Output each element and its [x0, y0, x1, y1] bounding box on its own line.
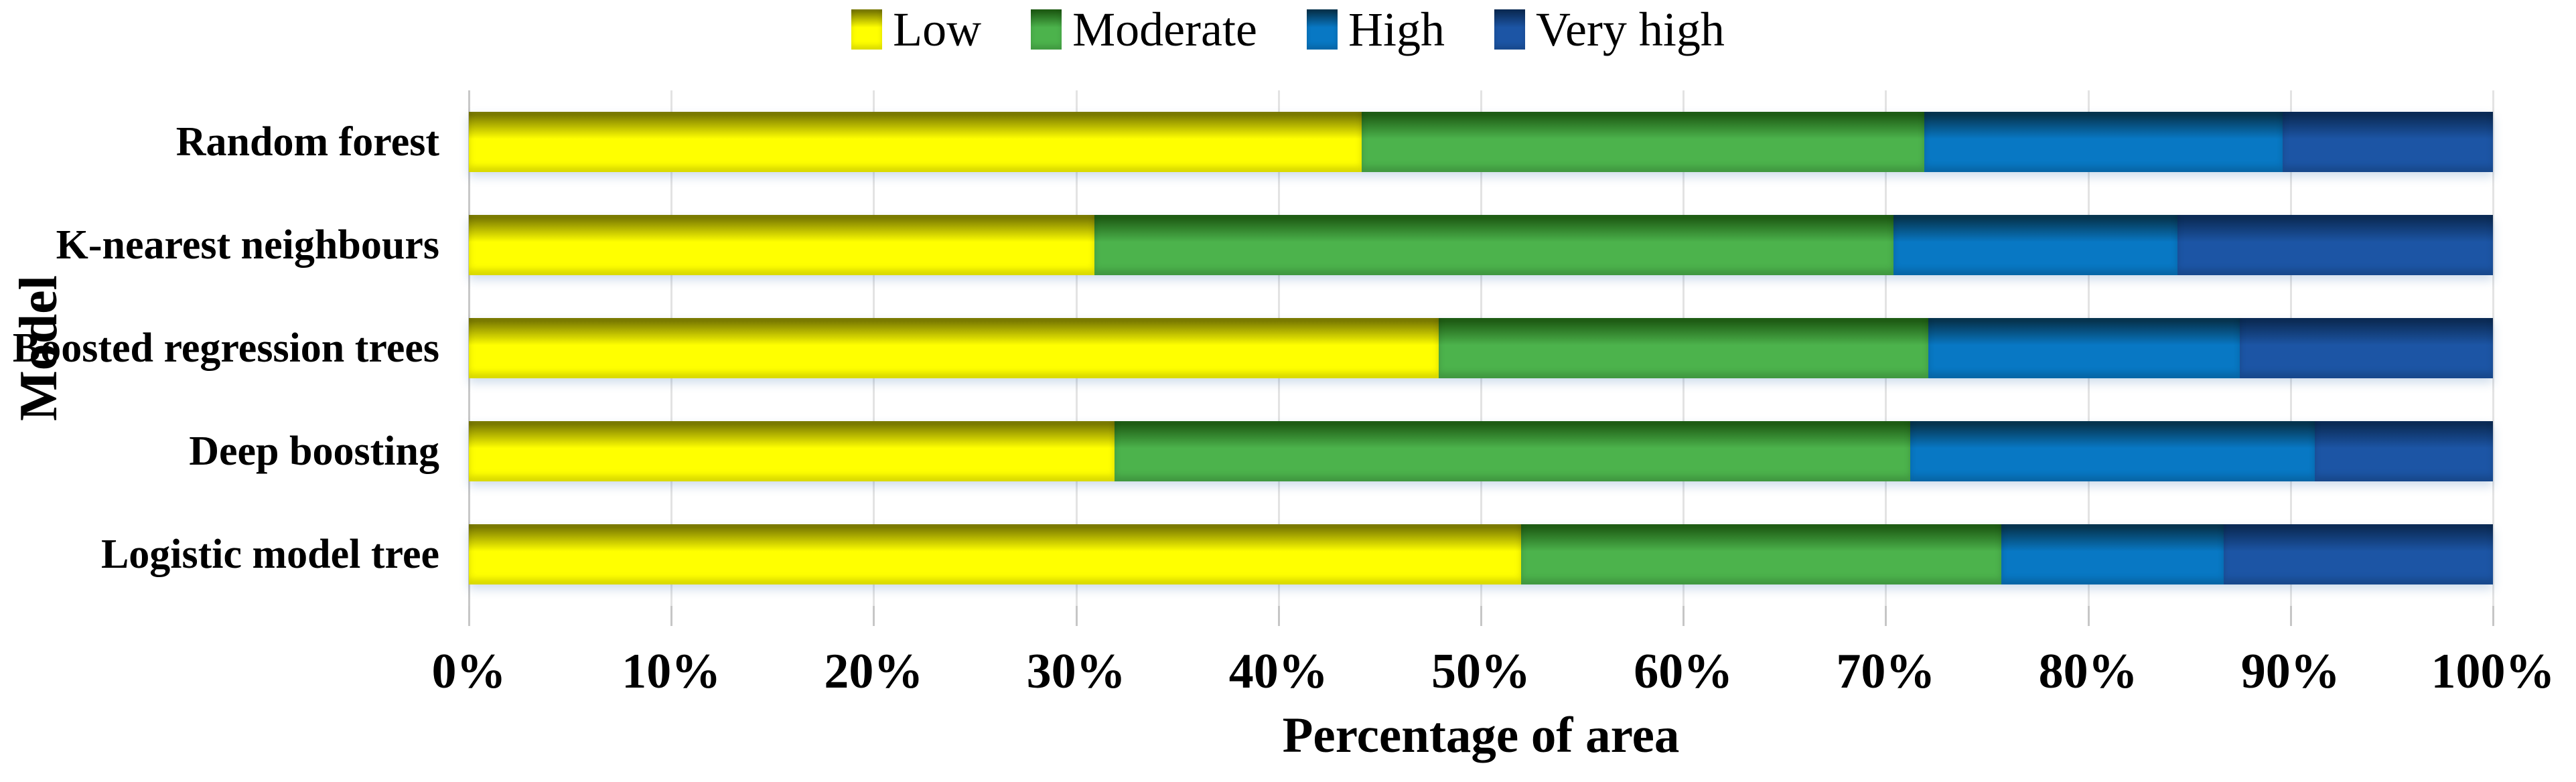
x-tick-label-90%: 90%	[2240, 644, 2340, 699]
bar-segment-random-forest-low	[469, 112, 1362, 172]
tickmark-90%	[2289, 606, 2292, 626]
category-label-boosted-regression-trees: Boosted regression trees	[12, 325, 439, 371]
bar-segment-k-nearest-neighbours-high	[1893, 215, 2177, 275]
legend-label: High	[1348, 3, 1445, 56]
bar-segment-boosted-regression-trees-low	[469, 318, 1439, 378]
bar-segment-logistic-model-tree-very-high	[2224, 524, 2493, 584]
tickmark-60%	[1683, 606, 1685, 626]
gridline-100%	[2492, 90, 2494, 606]
legend-swatch-very-high	[1494, 9, 1525, 50]
y-axis-category-labels: Random forest K-nearest neighbours Boosted…	[0, 90, 439, 606]
bar-row-boosted-regression-trees	[469, 297, 2493, 400]
legend-label: Low	[893, 3, 982, 56]
legend-swatch-low	[851, 9, 883, 50]
x-tick-label-20%: 20%	[824, 644, 924, 699]
bar-segment-boosted-regression-trees-high	[1928, 318, 2240, 378]
tickmark-80%	[2087, 606, 2090, 626]
bar-segment-logistic-model-tree-moderate	[1521, 524, 2001, 584]
x-tick-label-10%: 10%	[622, 644, 721, 699]
tickmark-50%	[1480, 606, 1482, 626]
bar-row-k-nearest-neighbours	[469, 193, 2493, 297]
category-label-logistic-model-tree: Logistic model tree	[100, 532, 439, 577]
bar-segment-k-nearest-neighbours-moderate	[1094, 215, 1894, 275]
bar-segment-deep-boosting-low	[469, 421, 1115, 481]
stacked-bar-boosted-regression-trees	[469, 318, 2493, 378]
x-axis-tick-labels: 0% 10% 20% 30% 40% 50% 60% 70% 80% 90% 100%	[432, 641, 2555, 702]
bar-segment-random-forest-moderate	[1361, 112, 1924, 172]
stacked-bar-k-nearest-neighbours	[469, 215, 2493, 275]
tickmark-100%	[2492, 606, 2494, 626]
bar-segment-logistic-model-tree-low	[469, 524, 1522, 584]
bar-row-deep-boosting	[469, 400, 2493, 503]
x-tick-label-30%: 30%	[1026, 644, 1126, 699]
legend-swatch-moderate	[1031, 9, 1062, 50]
x-tick-label-80%: 80%	[2038, 644, 2138, 699]
tickmark-0%	[468, 606, 470, 626]
x-axis-tickmarks	[468, 606, 2494, 626]
tickmark-30%	[1075, 606, 1078, 626]
tickmark-40%	[1277, 606, 1280, 626]
legend-item-moderate: Moderate	[1031, 5, 1257, 54]
plot-area	[468, 90, 2494, 606]
bar-segment-deep-boosting-high	[1910, 421, 2315, 481]
bar-segment-deep-boosting-very-high	[2315, 421, 2493, 481]
tickmark-70%	[1885, 606, 1887, 626]
bar-segment-boosted-regression-trees-very-high	[2240, 318, 2493, 378]
legend-item-low: Low	[851, 5, 981, 54]
stacked-bar-logistic-model-tree	[469, 524, 2493, 584]
bar-segment-logistic-model-tree-high	[2001, 524, 2224, 584]
x-tick-label-50%: 50%	[1431, 644, 1530, 699]
bar-row-random-forest	[469, 90, 2493, 193]
x-axis-title: Percentage of area	[1282, 708, 1680, 763]
bar-segment-random-forest-high	[1924, 112, 2283, 172]
category-label-k-nearest-neighbours: K-nearest neighbours	[56, 222, 439, 268]
tickmark-20%	[873, 606, 875, 626]
x-tick-label-0%: 0%	[431, 644, 506, 699]
bar-segment-random-forest-very-high	[2282, 112, 2493, 172]
legend-swatch-high	[1306, 9, 1338, 50]
x-tick-label-100%: 100%	[2431, 644, 2555, 699]
category-label-deep-boosting: Deep boosting	[189, 428, 439, 474]
x-tick-label-60%: 60%	[1634, 644, 1733, 699]
legend-label: Very high	[1535, 3, 1725, 56]
x-tick-label-40%: 40%	[1228, 644, 1328, 699]
x-tick-label-70%: 70%	[1836, 644, 1936, 699]
chart-legend: Low Moderate High Very high	[0, 0, 2576, 59]
legend-item-very-high: Very high	[1494, 5, 1725, 54]
bar-segment-deep-boosting-moderate	[1115, 421, 1910, 481]
bar-segment-k-nearest-neighbours-very-high	[2177, 215, 2493, 275]
legend-label: Moderate	[1072, 3, 1257, 56]
stacked-bar-deep-boosting	[469, 421, 2493, 481]
tickmark-10%	[670, 606, 673, 626]
bar-segment-boosted-regression-trees-moderate	[1438, 318, 1928, 378]
bar-segment-k-nearest-neighbours-low	[469, 215, 1094, 275]
category-label-random-forest: Random forest	[175, 119, 439, 165]
legend-item-high: High	[1306, 3, 1445, 56]
bar-row-logistic-model-tree	[469, 503, 2493, 606]
stacked-bar-random-forest	[469, 112, 2493, 172]
